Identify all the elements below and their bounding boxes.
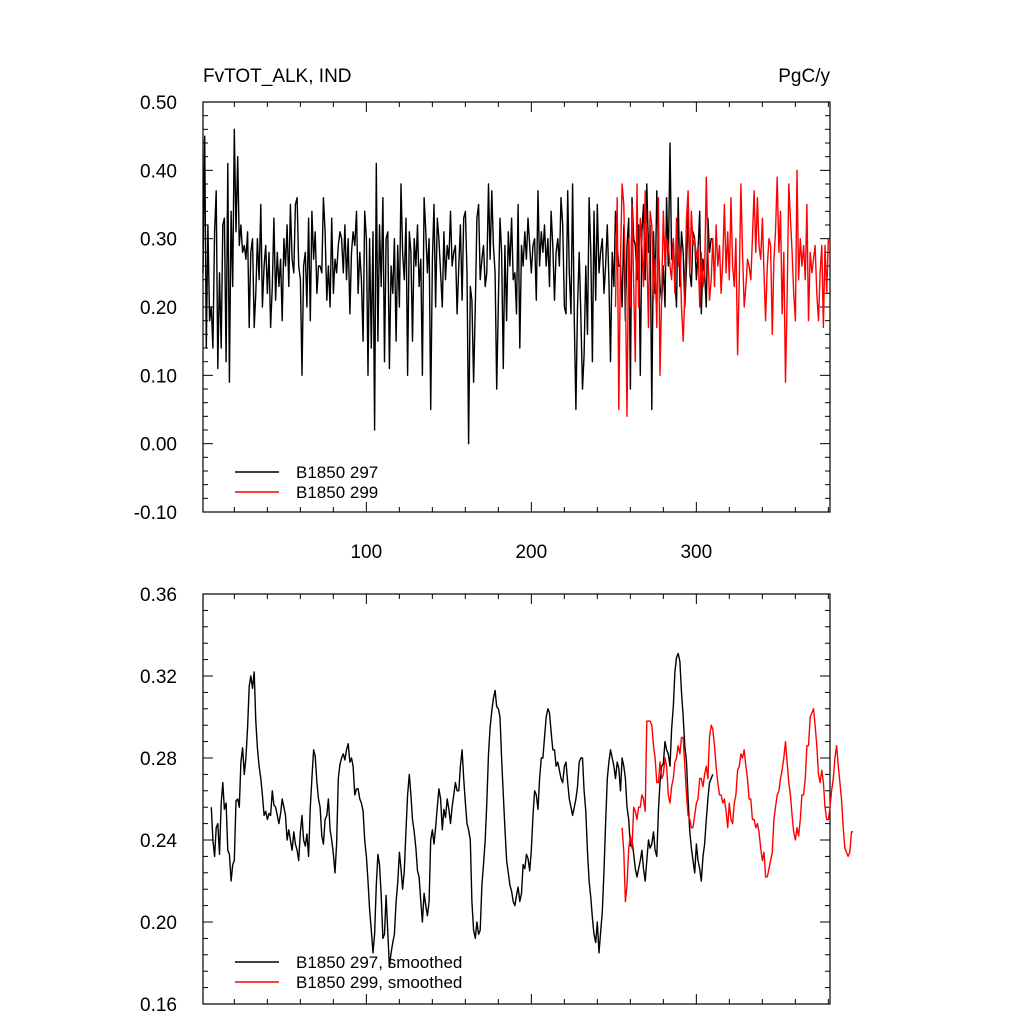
top-title-left: FvTOT_ALK, IND <box>203 66 352 87</box>
y-tick-label: 0.16 <box>140 995 177 1016</box>
bottom-series <box>210 652 854 968</box>
series-line-b1850-297 <box>202 128 713 445</box>
bottom-panel: 0.16 0.20 0.24 0.28 0.32 0.36 B1850 297, smoo… <box>140 585 854 1016</box>
top-title-units: PgC/y <box>778 66 830 87</box>
series-line-b1850-299-smoothed <box>621 708 854 903</box>
y-tick-label: 0.28 <box>140 749 177 770</box>
y-tick-label: 0.24 <box>140 831 177 852</box>
series-line-b1850-297-smoothed <box>210 652 714 968</box>
top-panel: FvTOT_ALK, IND PgC/y -0.10 0.00 0.10 0.20 0.… <box>134 66 831 563</box>
y-tick-label: -0.10 <box>134 503 177 524</box>
x-tick-label: 300 <box>680 542 712 563</box>
y-tick-label: 0.20 <box>140 298 177 319</box>
y-tick-label: 0.00 <box>140 435 177 456</box>
y-tick-label: 0.36 <box>140 585 177 606</box>
bottom-y-tick-labels: 0.16 0.20 0.24 0.28 0.32 0.36 <box>140 585 177 1016</box>
top-legend: B1850 297 B1850 299 <box>235 463 378 502</box>
top-ticks <box>203 101 830 513</box>
bottom-legend: B1850 297, smoothed B1850 299, smoothed <box>235 953 462 992</box>
top-y-tick-labels: -0.10 0.00 0.10 0.20 0.30 0.40 0.50 <box>134 93 177 524</box>
y-tick-label: 0.30 <box>140 230 177 251</box>
y-tick-label: 0.40 <box>140 161 177 182</box>
y-tick-label: 0.50 <box>140 93 177 114</box>
x-tick-label: 200 <box>515 542 547 563</box>
legend-label-299-smoothed: B1850 299, smoothed <box>296 973 462 992</box>
bottom-plot-frame <box>202 593 831 1005</box>
legend-label-299: B1850 299 <box>296 483 378 502</box>
x-tick-label: 100 <box>350 542 382 563</box>
y-tick-label: 0.32 <box>140 667 177 688</box>
y-tick-label: 0.10 <box>140 366 177 387</box>
top-x-tick-labels: 100 200 300 <box>350 542 712 563</box>
legend-label-297: B1850 297 <box>296 463 378 482</box>
top-series <box>202 128 830 445</box>
series-line-b1850-299 <box>614 169 830 417</box>
y-tick-label: 0.20 <box>140 913 177 934</box>
legend-label-297-smoothed: B1850 297, smoothed <box>296 953 462 972</box>
bottom-ticks <box>203 593 830 1005</box>
